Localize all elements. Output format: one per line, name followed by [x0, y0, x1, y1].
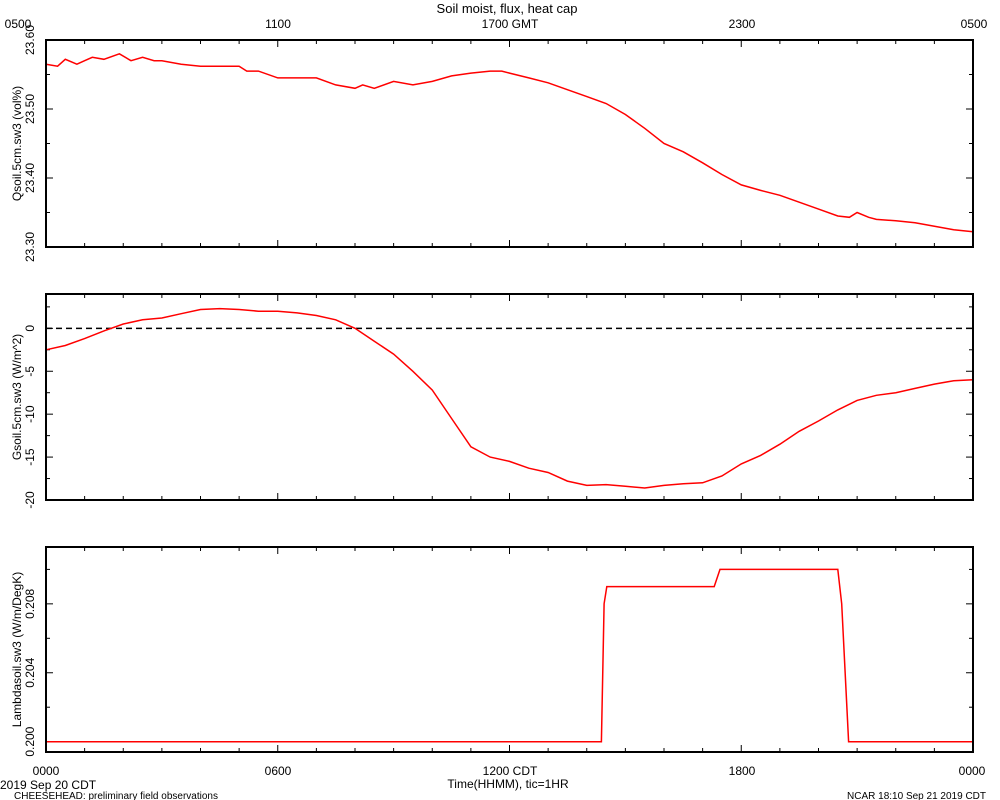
series-line-lambdasoil	[46, 568, 973, 743]
plot-frame	[45, 293, 974, 501]
y-tick-label: -20	[23, 491, 37, 509]
plot-frame	[45, 39, 974, 248]
x-axis-label: Time(HHMM), tic=1HR	[447, 777, 569, 791]
bottom-tick-label: 0000	[33, 764, 60, 778]
plot-frame	[45, 546, 974, 753]
y-tick-label: 0.204	[23, 657, 37, 687]
y-tick-label: 23.40	[23, 163, 37, 193]
top-tick-label: 1700 GMT	[482, 17, 539, 31]
y-tick-label: 23.50	[23, 94, 37, 124]
y-tick-label: -15	[23, 448, 37, 466]
y-axis-label: Lambdasoil.sw3 (W/m/DegK)	[10, 572, 24, 727]
series-line-qsoil	[45, 52, 974, 233]
bottom-tick-label: 1200 CDT	[483, 764, 538, 778]
y-axis-label: Qsoil.5cm.sw3 (vol%)	[10, 86, 24, 201]
top-tick-label: 0500	[961, 17, 988, 31]
y-tick-label: -10	[23, 405, 37, 423]
y-tick-label: 23.30	[23, 232, 37, 262]
panel-thermal-conductivity: Lambdasoil.sw3 (W/m/DegK) 0.200 0.204 0.…	[10, 546, 974, 757]
bottom-tick-label: 1800	[729, 764, 756, 778]
footer-left-note: CHEESEHEAD: preliminary field observatio…	[14, 791, 218, 800]
bottom-tick-label: 0000	[959, 764, 986, 778]
top-tick-label: 1100	[265, 17, 291, 31]
y-axis-label: Gsoil.5cm.sw3 (W/m^2)	[10, 334, 24, 460]
top-tick-label: 0500	[5, 17, 32, 31]
panel-soil-heat-flux: Gsoil.5cm.sw3 (W/m^2) 0 -5 -10 -15 -20	[10, 293, 974, 509]
series-line-gsoil	[45, 307, 974, 489]
date-label: 2019 Sep 20 CDT	[0, 778, 97, 792]
panel-soil-moisture: Qsoil.5cm.sw3 (vol%) 23.30 23.40 23.50 2…	[10, 25, 974, 262]
top-tick-label: 2300	[729, 17, 756, 31]
y-tick-label: 0.208	[23, 589, 37, 619]
chart-title: Soil moist, flux, heat cap	[437, 1, 578, 16]
y-tick-label: 0.200	[23, 726, 37, 756]
y-tick-label: 23.60	[23, 25, 37, 55]
top-axis-labels: 0500 1100 1700 GMT 2300 0500	[5, 17, 988, 31]
bottom-axis-labels: 0000 0600 1200 CDT 1800 0000	[33, 764, 986, 778]
y-tick-label: -5	[23, 366, 37, 377]
y-tick-label: 0	[23, 325, 37, 332]
footer-right-note: NCAR 18:10 Sep 21 2019 CDT	[847, 791, 986, 800]
bottom-tick-label: 0600	[265, 764, 292, 778]
